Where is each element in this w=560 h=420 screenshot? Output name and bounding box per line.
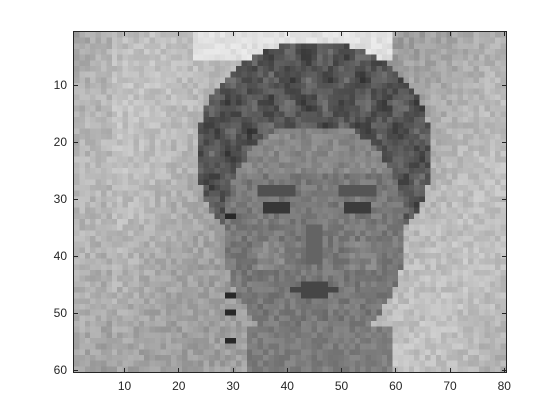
x-tick-label: 10 xyxy=(117,379,132,393)
x-tick-mark xyxy=(124,368,126,372)
y-tick-label: 10 xyxy=(53,78,67,93)
x-tick-label: 80 xyxy=(497,379,511,393)
x-tick-mark-top xyxy=(341,32,343,36)
x-tick-mark xyxy=(341,368,343,372)
y-tick-mark-right xyxy=(502,312,506,314)
x-tick-mark xyxy=(449,368,451,372)
x-tick-mark-top xyxy=(449,32,451,36)
x-tick-label: 50 xyxy=(334,379,349,393)
x-tick-mark-top xyxy=(395,32,397,36)
x-tick-mark-top xyxy=(286,32,288,36)
y-tick-mark-right xyxy=(502,141,506,143)
y-tick-label: 40 xyxy=(53,249,67,264)
x-tick-label: 60 xyxy=(389,379,403,393)
y-tick-mark-right xyxy=(502,369,506,371)
x-tick-mark xyxy=(178,368,180,372)
x-tick-mark-top xyxy=(503,32,505,36)
x-tick-label: 20 xyxy=(172,379,186,393)
y-tick-mark xyxy=(74,255,78,257)
x-tick-mark-top xyxy=(178,32,180,36)
x-tick-mark-top xyxy=(124,32,126,36)
y-tick-mark-right xyxy=(502,255,506,257)
y-tick-label: 20 xyxy=(53,135,67,150)
x-tick-mark xyxy=(395,368,397,372)
x-tick-label: 40 xyxy=(280,379,294,393)
y-tick-mark xyxy=(74,369,78,371)
y-tick-mark-right xyxy=(502,198,506,200)
y-tick-mark xyxy=(74,84,78,86)
y-tick-mark xyxy=(74,198,78,200)
grayscale-face-image xyxy=(74,32,506,372)
x-tick-mark-top xyxy=(232,32,234,36)
x-tick-label: 30 xyxy=(226,379,240,393)
y-tick-mark xyxy=(74,141,78,143)
y-tick-label: 60 xyxy=(53,363,67,378)
y-tick-mark xyxy=(74,312,78,314)
x-tick-mark xyxy=(286,368,288,372)
y-tick-label: 30 xyxy=(53,192,67,207)
image-axes xyxy=(73,31,507,373)
x-tick-mark xyxy=(232,368,234,372)
x-tick-label: 70 xyxy=(443,379,457,393)
y-tick-mark-right xyxy=(502,84,506,86)
y-tick-label: 50 xyxy=(53,306,67,321)
